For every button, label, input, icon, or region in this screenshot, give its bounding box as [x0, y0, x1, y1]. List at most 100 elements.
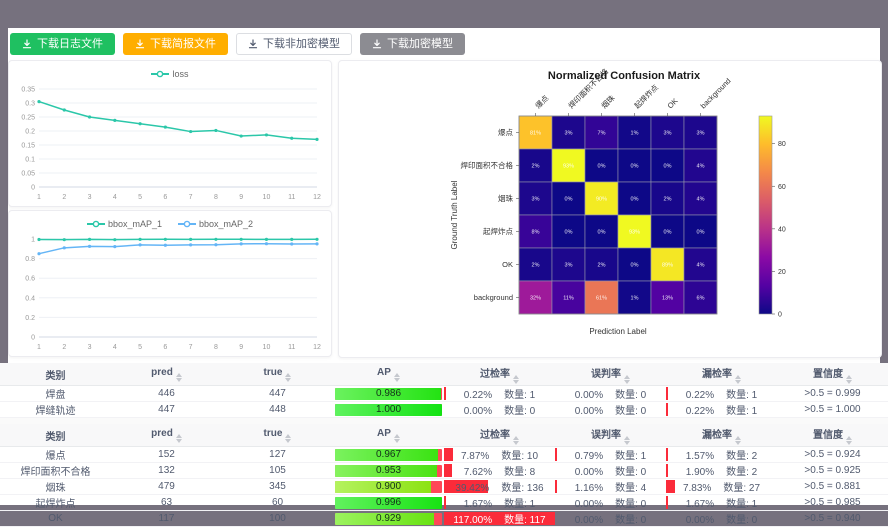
sort-caret-icon[interactable] — [393, 433, 400, 443]
sort-caret-icon[interactable] — [175, 372, 182, 382]
miss-cell: 0.22% 数量: 1 — [666, 385, 777, 402]
svg-text:0%: 0% — [598, 164, 606, 170]
misjudge-cell: 0.00% 数量: 0 — [555, 462, 666, 479]
svg-text:0%: 0% — [598, 230, 606, 236]
misjudge-count: 数量: 0 — [615, 390, 647, 401]
download-button-label: 下载加密模型 — [387, 37, 453, 50]
overkill-count: 数量: 136 — [501, 483, 544, 494]
miss-bar — [666, 464, 669, 477]
download-button-disabled[interactable]: 下载加密模型 — [360, 33, 465, 55]
column-header-AP[interactable]: AP — [333, 363, 444, 386]
ap-value: 0.900 — [375, 480, 402, 492]
sort-caret-icon[interactable] — [624, 374, 630, 384]
miss-count: 数量: 1 — [726, 499, 758, 510]
svg-text:11: 11 — [288, 194, 295, 201]
table-row: 焊缝轨迹 447 448 1.000 0.00% 数量: 0 0.00% 数量: 0 0.22%… — [0, 401, 888, 418]
ap-bar — [335, 496, 442, 509]
miss-percent: 1.90% — [685, 467, 715, 478]
column-header-label: AP — [377, 366, 391, 378]
svg-text:0.2: 0.2 — [25, 129, 35, 136]
column-header-label: AP — [377, 427, 391, 439]
sort-caret-icon[interactable] — [624, 435, 630, 445]
svg-text:4%: 4% — [697, 164, 705, 170]
sort-caret-icon[interactable] — [846, 374, 852, 384]
svg-text:5: 5 — [138, 344, 142, 351]
svg-text:11%: 11% — [563, 296, 574, 302]
sort-caret-icon[interactable] — [175, 433, 182, 443]
column-header-误判率[interactable]: 误判率 — [555, 363, 666, 386]
column-header-pred[interactable]: pred — [111, 424, 222, 447]
download-button-default[interactable]: 下载非加密模型 — [236, 33, 352, 55]
svg-text:background: background — [474, 293, 513, 302]
ap-bar — [335, 403, 442, 416]
column-header-置信度[interactable]: 置信度 — [777, 424, 888, 447]
column-header-true[interactable]: true — [222, 363, 333, 386]
download-button-warning[interactable]: 下载简报文件 — [123, 33, 228, 55]
overkill-cell: 0.22% 数量: 1 — [444, 385, 555, 402]
svg-text:90%: 90% — [596, 197, 607, 203]
sort-caret-icon[interactable] — [513, 435, 519, 445]
overkill-cell: 39.42% 数量: 136 — [444, 478, 555, 495]
svg-text:4%: 4% — [697, 197, 705, 203]
ap-cell: 0.967 — [333, 446, 444, 463]
svg-text:0%: 0% — [631, 197, 639, 203]
sort-caret-icon[interactable] — [846, 435, 852, 445]
download-button-label: 下载日志文件 — [37, 37, 103, 50]
loss-chart-card: loss 0 0.05 0.1 0.15 0.2 0.25 0.3 0.35 1 2 3 4 5 6 7 8 9… — [8, 60, 332, 207]
map-chart-card: bbox_mAP_1 bbox_mAP_2 0 0.2 0.4 0.6 0.8 1 1 2 3 4 5… — [8, 210, 332, 357]
table-row: 烟珠 479 345 0.900 39.42% 数量: 136 1.16% 数量: 4 7.83… — [0, 478, 888, 495]
legend-line-icon — [86, 220, 105, 228]
legend-label: bbox_mAP_1 — [107, 219, 162, 229]
column-header-过检率[interactable]: 过检率 — [444, 424, 555, 447]
misjudge-cell: 0.00% 数量: 0 — [555, 385, 666, 402]
legend-label: loss — [172, 69, 189, 79]
download-button-label: 下载非加密模型 — [263, 37, 340, 50]
pred-cell: 446 — [111, 385, 222, 402]
download-button-label: 下载简报文件 — [150, 37, 216, 50]
loss-chart-legend: loss — [9, 61, 331, 83]
true-cell: 105 — [222, 462, 333, 479]
column-header-label: 类别 — [45, 370, 66, 382]
column-header-漏检率[interactable]: 漏检率 — [666, 363, 777, 386]
sort-caret-icon[interactable] — [285, 433, 292, 443]
overkill-bar — [444, 464, 453, 477]
column-header-类别: 类别 — [0, 363, 111, 386]
column-header-过检率[interactable]: 过检率 — [444, 363, 555, 386]
svg-text:0.35: 0.35 — [21, 87, 35, 94]
misjudge-percent: 0.00% — [574, 390, 604, 401]
ap-value: 0.929 — [375, 512, 402, 524]
svg-text:2%: 2% — [532, 164, 540, 170]
column-header-置信度[interactable]: 置信度 — [777, 363, 888, 386]
true-cell: 100 — [222, 510, 333, 527]
column-header-AP[interactable]: AP — [333, 424, 444, 447]
overkill-count: 数量: 1 — [504, 499, 536, 510]
ap-value: 0.953 — [375, 464, 402, 476]
svg-text:10: 10 — [263, 344, 271, 351]
miss-count: 数量: 0 — [726, 515, 758, 526]
ap-value: 0.996 — [375, 496, 402, 508]
svg-text:3: 3 — [88, 194, 92, 201]
download-button-success[interactable]: 下载日志文件 — [10, 33, 115, 55]
overkill-percent: 7.62% — [463, 467, 493, 478]
column-header-pred[interactable]: pred — [111, 363, 222, 386]
misjudge-cell: 0.00% 数量: 0 — [555, 494, 666, 511]
toolbar: 下载日志文件 下载简报文件 下载非加密模型 下载加密模型 — [10, 33, 465, 55]
sort-caret-icon[interactable] — [735, 374, 741, 384]
legend-item-bbox_mAP_1[interactable]: bbox_mAP_1 — [86, 219, 162, 229]
miss-cell: 1.90% 数量: 2 — [666, 462, 777, 479]
column-header-true[interactable]: true — [222, 424, 333, 447]
sort-caret-icon[interactable] — [285, 372, 292, 382]
sort-caret-icon[interactable] — [393, 372, 400, 382]
svg-text:11: 11 — [288, 344, 295, 351]
category-cell: 爆点 — [0, 446, 111, 463]
column-header-漏检率[interactable]: 漏检率 — [666, 424, 777, 447]
legend-item-loss[interactable]: loss — [151, 69, 189, 79]
miss-count: 数量: 1 — [726, 390, 758, 401]
sort-caret-icon[interactable] — [735, 435, 741, 445]
sort-caret-icon[interactable] — [513, 374, 519, 384]
column-header-误判率[interactable]: 误判率 — [555, 424, 666, 447]
legend-item-bbox_mAP_2[interactable]: bbox_mAP_2 — [178, 219, 253, 229]
download-icon — [372, 39, 382, 49]
ap-bar — [335, 448, 439, 461]
